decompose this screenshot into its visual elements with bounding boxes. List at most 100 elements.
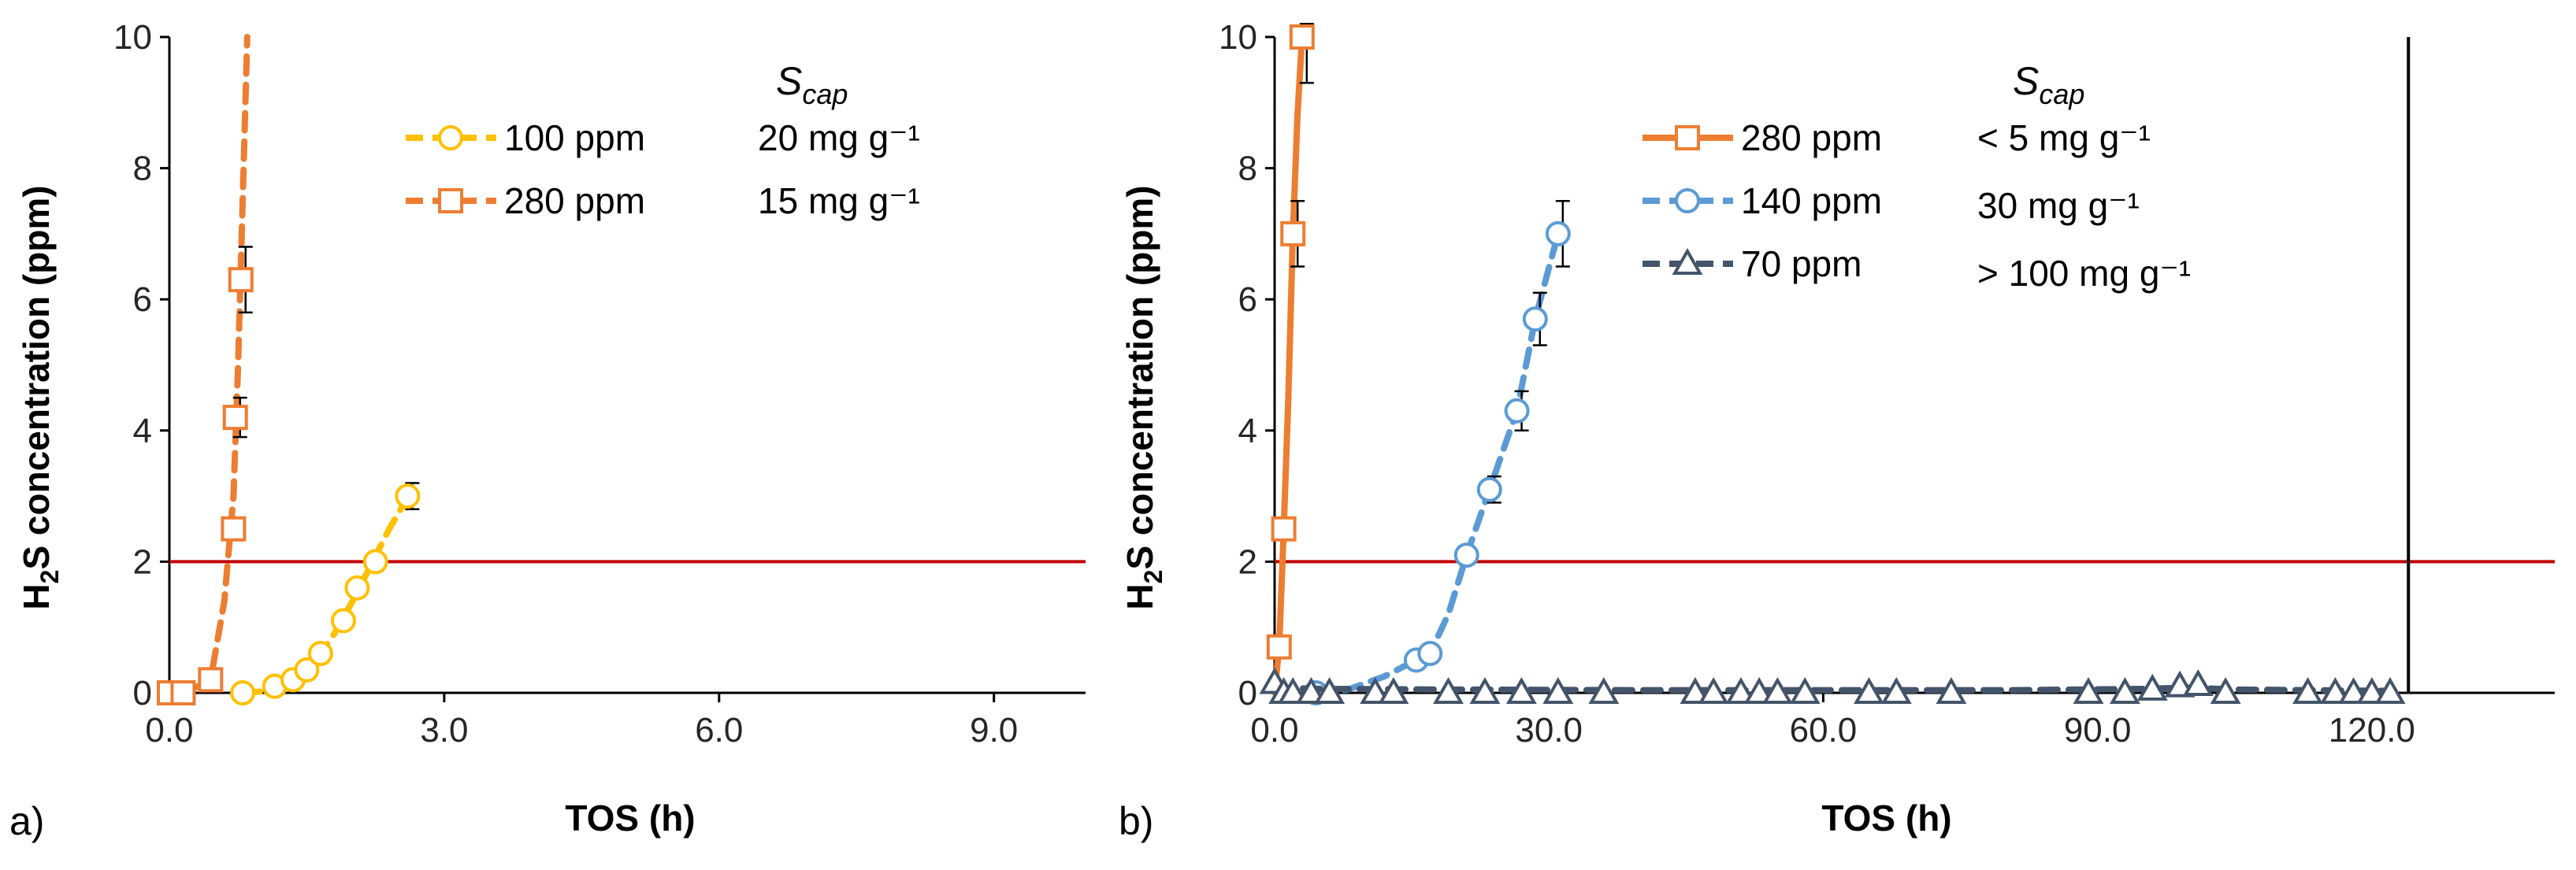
data-point-b-1 bbox=[1504, 398, 1530, 424]
y-axis-label-b: H2S concentration (ppm) bbox=[1119, 185, 1167, 609]
x-tick-label-a: 3.0 bbox=[420, 711, 468, 750]
legend-a: 100 ppm 20 mg g⁻¹ 280 ppm 15 mg g⁻¹ bbox=[406, 117, 920, 221]
y-axis-label-main-b: H bbox=[1119, 583, 1160, 609]
y-tick-label-b: 2 bbox=[1238, 542, 1257, 581]
data-point-b-2 bbox=[1680, 676, 1711, 704]
legend-scap-b-0: < 5 mg g⁻¹ bbox=[1977, 117, 2151, 158]
legend-label-a-0: 100 ppm bbox=[504, 117, 645, 158]
series-a-0 bbox=[230, 482, 421, 705]
data-point-b-2 bbox=[2374, 676, 2406, 704]
scap-header-sub-b: cap bbox=[2039, 78, 2084, 110]
legend-marker-b-1 bbox=[1675, 188, 1700, 213]
data-point-a-0 bbox=[230, 680, 256, 705]
chart-panel-a: a) H2S concentration (ppm) TOS (h) 0.0 3.… bbox=[9, 18, 1086, 843]
y-tick-label-b: 6 bbox=[1238, 280, 1257, 319]
series-b-1 bbox=[1303, 200, 1571, 705]
legend-label-b-2: 70 ppm bbox=[1741, 243, 1861, 284]
y-axis-label-main-a: H bbox=[16, 583, 57, 609]
x-tick-label-b: 60.0 bbox=[1790, 711, 1858, 750]
legend-marker-b-0 bbox=[1675, 125, 1700, 150]
data-point-b-2 bbox=[1378, 676, 1409, 704]
data-point-b-2 bbox=[2210, 676, 2241, 704]
data-point-b-1 bbox=[1545, 220, 1571, 246]
x-tick-label-b: 120.0 bbox=[2329, 711, 2415, 750]
data-point-b-2 bbox=[1936, 676, 1967, 704]
y-tick-label-a: 4 bbox=[133, 412, 152, 450]
data-point-b-2 bbox=[1469, 676, 1501, 704]
data-point-b-2 bbox=[1277, 676, 1308, 704]
data-point-b-1 bbox=[1522, 306, 1548, 332]
data-point-b-2 bbox=[1360, 676, 1391, 704]
legend-marker-a-1 bbox=[438, 188, 463, 213]
data-point-b-2 bbox=[2136, 673, 2168, 701]
data-point-b-0 bbox=[1271, 516, 1297, 542]
x-tick-label-b: 30.0 bbox=[1515, 711, 1583, 750]
data-point-a-0 bbox=[307, 641, 333, 667]
panel-label-a: a) bbox=[9, 799, 44, 843]
legend-marker-a-0 bbox=[438, 125, 463, 150]
y-axis-label-sub-a: 2 bbox=[35, 570, 64, 584]
y-tick-label-b: 4 bbox=[1238, 412, 1257, 450]
data-point-b-2 bbox=[1761, 676, 1793, 704]
data-point-b-1 bbox=[1453, 542, 1479, 568]
data-point-a-0 bbox=[395, 483, 421, 509]
plot-area-a: 0.0 3.0 6.0 9.0 0 2 4 6 8 10 bbox=[113, 18, 1086, 750]
data-point-b-2 bbox=[1743, 676, 1775, 704]
data-point-b-0 bbox=[1289, 24, 1315, 50]
legend-label-a-1: 280 ppm bbox=[504, 180, 645, 221]
data-point-b-2 bbox=[2182, 668, 2214, 697]
y-axis-label-rest-b: S concentration (ppm) bbox=[1119, 185, 1160, 569]
scap-header-a: Scap bbox=[776, 59, 848, 110]
data-point-a-0 bbox=[294, 657, 320, 683]
data-point-b-2 bbox=[1588, 676, 1620, 704]
data-point-a-1 bbox=[221, 516, 247, 542]
data-point-b-2 bbox=[1854, 676, 1884, 704]
legend-label-b-1: 140 ppm bbox=[1741, 180, 1882, 221]
y-tick-label-a: 2 bbox=[133, 542, 152, 581]
data-point-b-2 bbox=[1880, 676, 1912, 704]
scap-header-b: Scap bbox=[2013, 59, 2084, 110]
scap-header-main-b: S bbox=[2013, 59, 2039, 103]
data-point-b-2 bbox=[1314, 676, 1346, 704]
legend-scap-a-0: 20 mg g⁻¹ bbox=[758, 117, 920, 158]
data-point-b-2 bbox=[2073, 676, 2104, 704]
x-tick-label-a: 6.0 bbox=[695, 711, 743, 750]
scap-header-sub-a: cap bbox=[802, 78, 848, 110]
data-point-b-2 bbox=[2110, 676, 2140, 704]
series-a-1 bbox=[157, 34, 254, 705]
scap-header-main-a: S bbox=[776, 59, 802, 103]
data-point-a-1 bbox=[198, 667, 224, 693]
data-point-b-2 bbox=[1725, 676, 1757, 704]
data-point-b-2 bbox=[1789, 676, 1821, 704]
legend-label-b-0: 280 ppm bbox=[1741, 117, 1882, 158]
legend-scap-b-1: 30 mg g⁻¹ bbox=[1977, 185, 2140, 226]
series-b-2 bbox=[1259, 667, 2406, 704]
y-tick-label-a: 8 bbox=[133, 150, 152, 188]
x-axis-label-a: TOS (h) bbox=[565, 798, 695, 839]
data-point-a-0 bbox=[362, 549, 388, 575]
x-tick-label-a: 9.0 bbox=[970, 711, 1018, 750]
y-tick-label-a: 10 bbox=[113, 18, 152, 57]
y-axis-label-sub-b: 2 bbox=[1139, 570, 1167, 584]
x-tick-label-b: 90.0 bbox=[2064, 711, 2132, 750]
data-point-b-2 bbox=[2338, 676, 2370, 704]
data-point-b-2 bbox=[1698, 676, 1729, 704]
series-line-a-1 bbox=[166, 34, 251, 696]
data-point-b-0 bbox=[1266, 634, 1292, 660]
series-line-b-0 bbox=[1271, 34, 1305, 696]
y-tick-label-b: 10 bbox=[1219, 18, 1257, 57]
data-point-a-1 bbox=[228, 267, 254, 293]
y-tick-label-a: 0 bbox=[133, 674, 152, 713]
y-tick-label-a: 6 bbox=[133, 280, 152, 319]
x-axis-label-b: TOS (h) bbox=[1821, 798, 1951, 839]
legend-scap-a-1: 15 mg g⁻¹ bbox=[758, 180, 920, 221]
panel-label-b: b) bbox=[1119, 799, 1153, 843]
legend-marker-b-2 bbox=[1672, 247, 1703, 275]
series-line-b-1 bbox=[1312, 230, 1561, 696]
data-point-b-2 bbox=[1542, 676, 1574, 704]
data-point-b-2 bbox=[2356, 676, 2388, 704]
y-tick-label-b: 0 bbox=[1238, 674, 1257, 713]
x-tick-label-a: 0.0 bbox=[145, 711, 193, 750]
legend-scap-b-2: > 100 mg g⁻¹ bbox=[1977, 253, 2191, 294]
